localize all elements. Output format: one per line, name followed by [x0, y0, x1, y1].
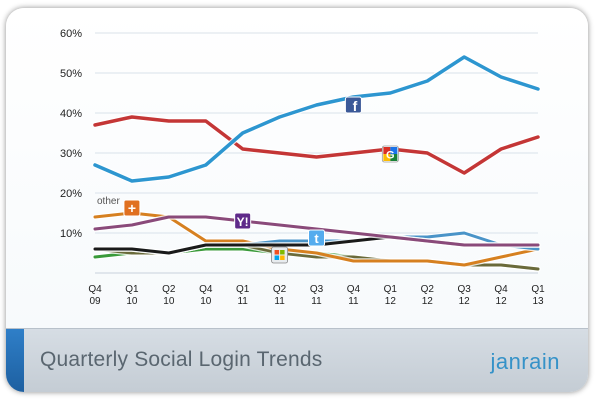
svg-text:t: t [314, 231, 319, 246]
annotation-other: other [97, 196, 120, 207]
svg-text:+: + [128, 200, 136, 216]
y-tick-label: 20% [60, 188, 82, 200]
svg-text:f: f [353, 98, 358, 114]
x-tick-label: Q1 13 [531, 284, 545, 307]
series-line-yahoo [93, 215, 540, 247]
chart-title: Quarterly Social Login Trends [40, 348, 323, 371]
x-tick-label: Q2 10 [162, 284, 176, 307]
line-chart: 10% 20% 30% 40% 50% 60% Q4 09 Q1 10 Q2 10 Q4 10 Q1 11 Q2… [60, 28, 545, 307]
brand-logo: janrain [490, 349, 560, 374]
yahoo-icon: Y! [234, 212, 252, 230]
y-tick-label: 40% [60, 108, 82, 120]
y-tick-label: 30% [60, 148, 82, 160]
y-tick-label: 10% [60, 228, 82, 240]
svg-text:Y!: Y! [237, 215, 249, 229]
y-tick-label: 60% [60, 28, 82, 40]
y-tick-label: 50% [60, 68, 82, 80]
facebook-icon: f [344, 96, 362, 114]
x-tick-label: Q3 12 [457, 284, 471, 307]
x-tick-label: Q2 11 [273, 284, 287, 307]
svg-text:G: G [386, 150, 395, 162]
footer-accent-bar [6, 329, 24, 392]
x-tick-label: Q4 10 [199, 284, 213, 307]
x-tick-label: Q4 11 [347, 284, 361, 307]
series-line-google [93, 115, 540, 175]
x-tick-label: Q4 12 [494, 284, 508, 307]
other-icon: + [123, 199, 141, 217]
x-tick-label: Q1 11 [236, 284, 250, 307]
x-tick-label: Q1 10 [125, 284, 139, 307]
series-halo-google [92, 114, 541, 176]
x-tick-label: Q2 12 [421, 284, 435, 307]
twitter-icon: t [308, 229, 325, 247]
x-tick-label: Q4 09 [88, 284, 102, 307]
footer: Quarterly Social Login Trends janrain [6, 328, 588, 392]
google-icon: G [381, 145, 399, 163]
series-line-facebook [93, 55, 540, 183]
x-tick-label: Q1 12 [384, 284, 398, 307]
x-tick-label: Q3 11 [310, 284, 324, 307]
chart-card: 10% 20% 30% 40% 50% 60% Q4 09 Q1 10 Q2 10 Q4 10 Q1 11 Q2… [6, 8, 588, 392]
plot-area: 10% 20% 30% 40% 50% 60% Q4 09 Q1 10 Q2 10 Q4 10 Q1 11 Q2… [6, 8, 588, 328]
windows-icon [271, 246, 288, 264]
